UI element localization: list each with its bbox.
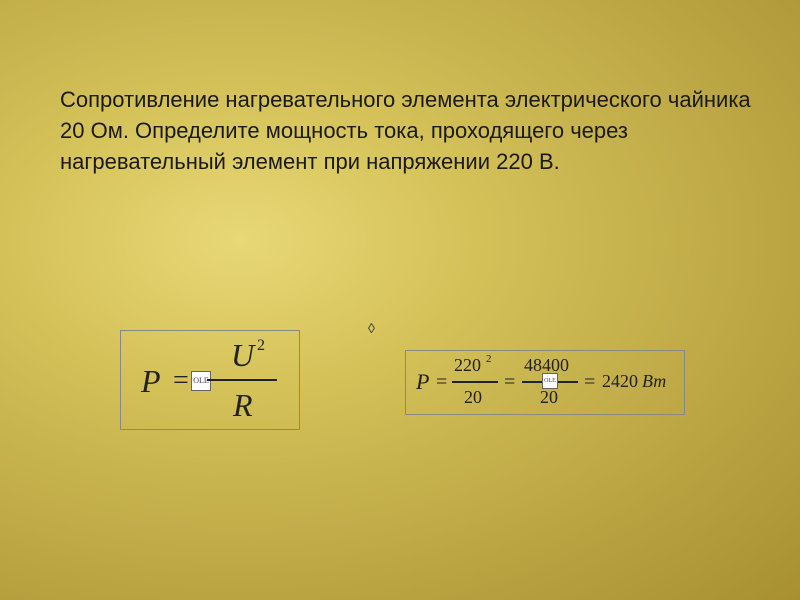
calc-variable-P: P xyxy=(416,369,429,395)
formula-calculation: P = 220 2 20 = 48400 OLE 20 = 2420 Вт xyxy=(405,350,685,415)
calc-equals-1: = xyxy=(436,371,447,394)
fraction-line xyxy=(207,379,277,381)
calc-numerator-1: 220 xyxy=(454,355,481,376)
formula-content: P = OLE U 2 R xyxy=(121,331,299,429)
ole-placeholder-icon: OLE xyxy=(191,371,211,391)
calc-result-unit: Вт xyxy=(642,371,666,392)
calc-equals-2: = xyxy=(504,371,515,394)
calc-content: P = 220 2 20 = 48400 OLE 20 = 2420 Вт xyxy=(406,351,684,414)
variable-R: R xyxy=(233,387,253,424)
calc-equals-3: = xyxy=(584,371,595,394)
exponent-2: 2 xyxy=(257,337,265,355)
list-marker: ◊ xyxy=(368,320,375,336)
calc-denominator-1: 20 xyxy=(464,387,482,408)
problem-statement: Сопротивление нагревательного элемента э… xyxy=(60,85,760,177)
variable-U: U xyxy=(231,337,254,374)
calc-fraction-line-1 xyxy=(452,381,498,383)
calc-result-value: 2420 xyxy=(602,371,638,392)
equals-sign: = xyxy=(173,365,189,397)
calc-denominator-2: 20 xyxy=(540,387,558,408)
calc-exponent: 2 xyxy=(486,353,492,365)
variable-P: P xyxy=(141,363,161,400)
formula-power-equation: P = OLE U 2 R xyxy=(120,330,300,430)
